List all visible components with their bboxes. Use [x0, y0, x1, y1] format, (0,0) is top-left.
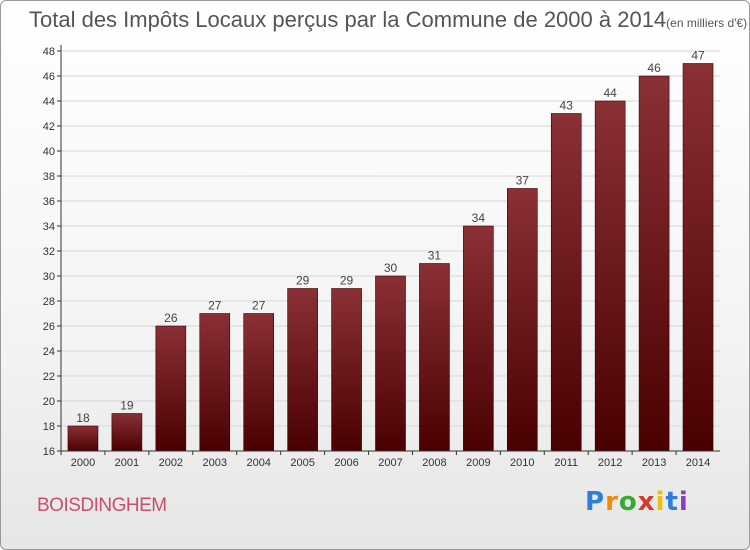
bar	[506, 188, 538, 452]
x-tick-label: 2011	[554, 457, 578, 469]
x-tick-label: 2012	[598, 457, 622, 469]
y-tick-label: 46	[43, 71, 55, 83]
bar	[682, 63, 714, 452]
y-tick-label: 42	[43, 121, 55, 133]
x-tick-label: 2003	[203, 457, 227, 469]
bar	[111, 413, 143, 452]
logo-letter: t	[665, 487, 679, 517]
bars	[67, 63, 714, 452]
data-label: 34	[472, 211, 486, 225]
chart-title: Total des Impôts Locaux perçus par la Co…	[29, 7, 747, 33]
x-tick-label: 2013	[642, 457, 666, 469]
y-tick-label: 36	[43, 196, 55, 208]
data-label: 29	[340, 274, 354, 288]
data-label: 18	[76, 411, 90, 425]
data-label: 37	[516, 174, 530, 188]
data-label: 44	[603, 86, 617, 100]
x-tick-label: 2014	[686, 457, 710, 469]
x-tick-label: 2009	[466, 457, 490, 469]
bar	[419, 263, 450, 452]
proxiti-logo[interactable]: Proxiti	[585, 487, 689, 517]
data-label: 30	[384, 261, 398, 275]
x-tick-label: 2008	[422, 457, 446, 469]
y-tick-label: 38	[43, 171, 55, 183]
chart-title-main: Total des Impôts Locaux perçus par la Co…	[29, 7, 667, 32]
y-tick-label: 22	[43, 371, 55, 383]
data-label: 27	[208, 299, 222, 313]
bar	[331, 288, 362, 452]
bar	[594, 100, 626, 452]
y-tick-label: 20	[43, 396, 55, 408]
y-tick-label: 16	[43, 446, 55, 458]
logo-letter: x	[637, 487, 656, 517]
bar	[287, 288, 318, 452]
y-tick-label: 24	[43, 346, 55, 358]
y-tick-label: 40	[43, 146, 55, 158]
bar	[199, 313, 231, 452]
data-label: 29	[296, 274, 310, 288]
commune-name: BOISDINGHEM	[37, 495, 167, 516]
data-label: 31	[428, 249, 442, 263]
y-tick-label: 48	[43, 46, 55, 58]
bar	[463, 225, 494, 452]
x-tick-label: 2006	[334, 457, 358, 469]
y-tick-label: 44	[43, 96, 55, 108]
data-label: 19	[120, 399, 134, 413]
y-tick-label: 32	[43, 246, 55, 258]
x-tick-label: 2007	[378, 457, 402, 469]
y-tick-labels: 16 18 20 22 24 26 28 30 32 34 36 38 40 42 44 46 48	[43, 46, 61, 458]
data-labels: 18 19 26 27 27 29 29 30 31 34 37 43 44 46 47	[76, 49, 705, 426]
chart-title-unit: (en milliers d'€)	[666, 16, 748, 30]
logo-letter: P	[585, 487, 606, 517]
bar	[155, 325, 187, 452]
x-tick-label: 2001	[115, 457, 139, 469]
data-label: 46	[647, 61, 661, 75]
bar	[375, 275, 406, 452]
data-label: 47	[691, 49, 705, 63]
bar	[67, 425, 99, 452]
logo-letter: i	[655, 487, 666, 517]
bar	[243, 313, 274, 452]
bar	[550, 113, 582, 452]
logo-letter: o	[618, 487, 638, 517]
axes	[60, 45, 720, 452]
x-tick-label: 2000	[71, 457, 95, 469]
logo-letter: i	[678, 487, 689, 517]
data-label: 26	[164, 311, 178, 325]
x-tick-label: 2002	[159, 457, 183, 469]
y-tick-label: 28	[43, 296, 55, 308]
y-tick-label: 26	[43, 321, 55, 333]
x-tick-label: 2004	[246, 457, 270, 469]
bar	[638, 75, 670, 452]
x-tick-labels: 2000 2001 2002 2003 2004 2005 2006 2007 2008 2009…	[60, 451, 710, 469]
y-tick-label: 34	[43, 221, 55, 233]
x-tick-label: 2005	[290, 457, 314, 469]
y-tick-label: 18	[43, 421, 55, 433]
data-label: 27	[252, 299, 266, 313]
logo-letter: r	[605, 487, 619, 517]
y-tick-label: 30	[43, 271, 55, 283]
data-label: 43	[560, 99, 574, 113]
x-tick-label: 2010	[510, 457, 534, 469]
